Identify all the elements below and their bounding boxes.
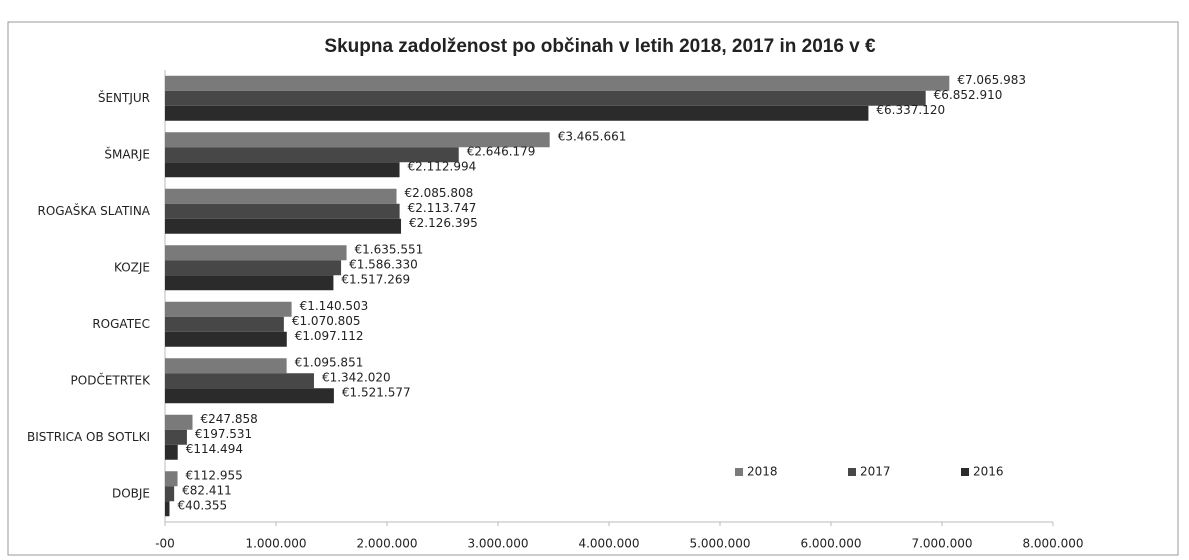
legend-swatch <box>848 468 856 476</box>
bar <box>165 203 400 219</box>
value-label: €3.465.661 <box>558 129 627 143</box>
bar <box>165 316 284 332</box>
value-label: €197.531 <box>195 427 252 441</box>
x-tick-label: 8.000.000 <box>1022 537 1083 551</box>
bar <box>165 275 334 291</box>
value-label: €2.646.179 <box>467 144 536 158</box>
bar <box>165 147 459 163</box>
value-label: €114.494 <box>186 442 243 456</box>
bar <box>165 486 175 502</box>
bar <box>165 162 400 178</box>
bar <box>165 471 178 487</box>
bar <box>165 358 287 374</box>
value-label: €1.070.805 <box>292 314 361 328</box>
x-tick-label: 3.000.000 <box>467 537 528 551</box>
bar <box>165 75 950 91</box>
value-label: €247.858 <box>201 412 258 426</box>
bar <box>165 188 397 204</box>
x-tick-label: 7.000.000 <box>911 537 972 551</box>
x-tick-label: 4.000.000 <box>578 537 639 551</box>
bar <box>165 260 342 276</box>
bar <box>165 245 347 261</box>
value-label: €2.112.994 <box>408 159 477 173</box>
value-label: €6.852.910 <box>934 88 1003 102</box>
x-tick-label: 1.000.000 <box>245 537 306 551</box>
bar <box>165 90 926 106</box>
x-tick-label: 2.000.000 <box>356 537 417 551</box>
bar <box>165 218 402 234</box>
x-tick-label: -00 <box>155 537 175 551</box>
y-tick-label: PODČETRTEK <box>71 372 152 387</box>
y-tick-label: ROGAŠKA SLATINA <box>38 203 151 218</box>
value-label: €7.065.983 <box>957 73 1026 87</box>
legend-label: 2017 <box>860 465 891 479</box>
y-tick-label: BISTRICA OB SOTLKI <box>27 430 150 444</box>
value-label: €1.097.112 <box>295 329 364 343</box>
bar <box>165 501 170 517</box>
bar <box>165 429 187 445</box>
value-label: €1.586.330 <box>349 257 418 271</box>
x-tick-label: 6.000.000 <box>800 537 861 551</box>
x-tick-label: 5.000.000 <box>689 537 750 551</box>
y-tick-label: ROGATEC <box>92 317 150 331</box>
value-label: €6.337.120 <box>876 103 945 117</box>
value-label: €112.955 <box>186 468 243 482</box>
y-tick-label: ŠENTJUR <box>98 90 150 105</box>
bar <box>165 373 314 389</box>
value-label: €2.126.395 <box>409 216 478 230</box>
value-label: €1.635.551 <box>355 242 424 256</box>
value-label: €1.521.577 <box>342 385 411 399</box>
value-label: €1.517.269 <box>341 272 410 286</box>
legend-swatch <box>961 468 969 476</box>
legend-label: 2016 <box>973 465 1004 479</box>
y-tick-label: DOBJE <box>112 486 150 500</box>
value-label: €2.113.747 <box>408 201 477 215</box>
value-label: €40.355 <box>177 498 227 512</box>
bar <box>165 331 287 347</box>
bar <box>165 105 869 121</box>
value-label: €2.085.808 <box>405 186 474 200</box>
value-label: €1.342.020 <box>322 370 391 384</box>
value-label: €1.140.503 <box>300 299 369 313</box>
y-tick-label: ŠMARJE <box>104 146 150 161</box>
value-label: €1.095.851 <box>295 355 364 369</box>
legend-swatch <box>735 468 743 476</box>
bar <box>165 444 178 460</box>
bar <box>165 301 292 317</box>
value-label: €82.411 <box>182 483 232 497</box>
bar <box>165 388 334 404</box>
bar <box>165 132 550 148</box>
bar <box>165 414 193 430</box>
legend-label: 2018 <box>747 465 778 479</box>
chart-title: Skupna zadolženost po občinah v letih 20… <box>324 36 876 57</box>
y-tick-label: KOZJE <box>114 260 150 274</box>
